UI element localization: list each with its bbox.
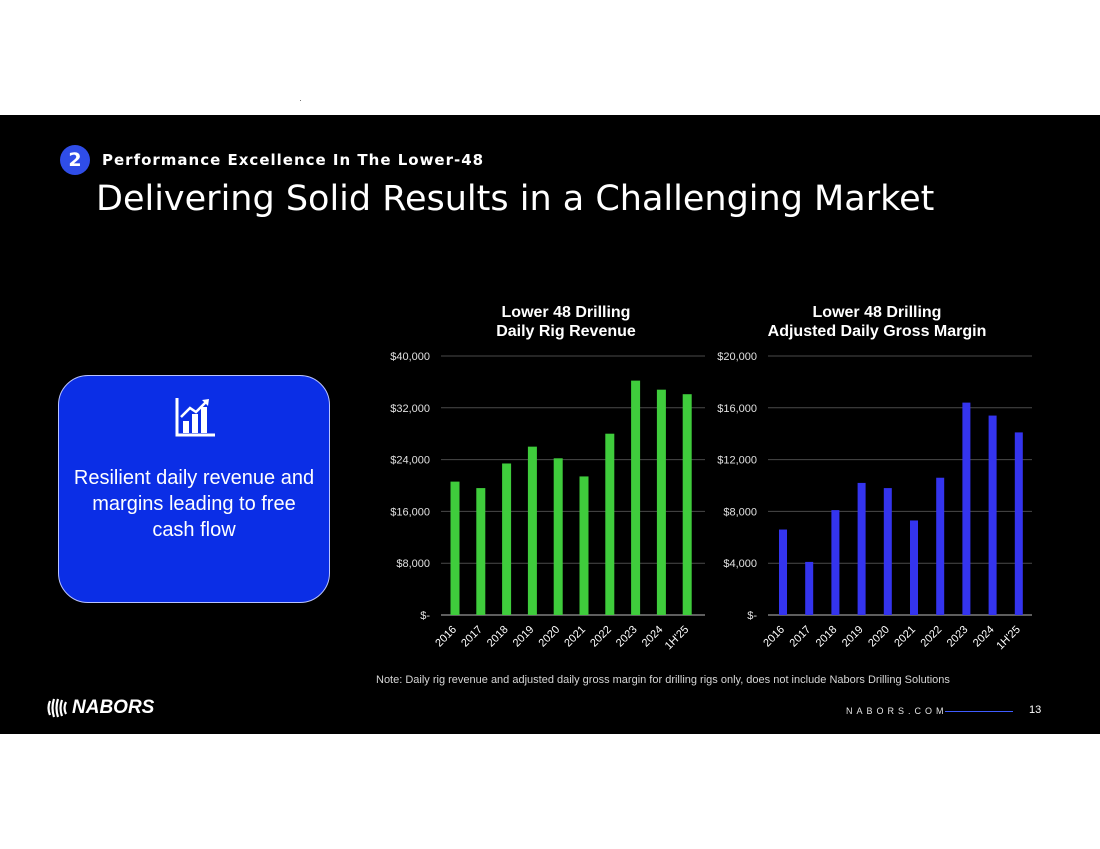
revenue-xtick-label-1: 2017: [459, 624, 485, 650]
margin-xtick-label-9: 1H'25: [994, 624, 1023, 653]
margin-ytick-label-5: $20,000: [717, 351, 757, 363]
revenue-xtick-label-3: 2019: [511, 624, 537, 650]
revenue-ytick-label-0: $-: [420, 610, 430, 622]
callout-text: Resilient daily revenue and margins lead…: [73, 467, 315, 541]
charts-area: Lower 48 Drilling Daily Rig Revenue $- $8,0…: [390, 304, 1032, 653]
revenue-bar-2021: [579, 476, 589, 615]
revenue-bar-2017: [476, 488, 486, 615]
margin-xtick-label-4: 2020: [866, 624, 892, 650]
revenue-bar-2022: [605, 433, 615, 615]
revenue-ytick-label-1: $8,000: [396, 558, 430, 570]
margin-xtick-label-7: 2023: [945, 624, 971, 650]
margin-ytick-label-2: $8,000: [723, 506, 757, 518]
revenue-bar-2018: [502, 463, 512, 615]
margin-xtick-label-6: 2022: [919, 624, 945, 650]
margin-bar-2016: [779, 529, 787, 615]
revenue-bar-2020: [553, 458, 563, 615]
section-number-badge: 2: [60, 145, 90, 175]
revenue-ytick-label-4: $32,000: [390, 403, 430, 415]
margin-bar-2022: [936, 477, 945, 615]
margin-bar-2024: [988, 415, 997, 615]
logo-text: NABORS: [72, 697, 155, 718]
revenue-ytick-label-2: $16,000: [390, 506, 430, 518]
slide: 2 Performance Excellence In The Lower-48…: [0, 115, 1100, 734]
stray-dot: [300, 100, 301, 101]
footnote: Note: Daily rig revenue and adjusted dai…: [376, 674, 950, 686]
margin-chart-title-line-2: Adjusted Daily Gross Margin: [768, 323, 987, 340]
revenue-xtick-label-4: 2020: [537, 624, 563, 650]
margin-ytick-label-3: $12,000: [717, 455, 757, 467]
bar-chart-growth-icon: [175, 398, 215, 437]
nabors-logo-icon: [47, 698, 68, 718]
margin-xtick-label-3: 2019: [840, 624, 866, 650]
revenue-bar-2019: [527, 446, 537, 615]
website-url[interactable]: NABORS.COM: [846, 706, 948, 716]
margin-bar-2017: [805, 561, 814, 615]
margin-xtick-label-0: 2016: [761, 624, 787, 650]
revenue-chart-title-line-2: Daily Rig Revenue: [496, 323, 636, 340]
revenue-bar-2016: [450, 481, 460, 615]
revenue-bar-2024: [656, 389, 666, 615]
margin-bar-2018: [831, 510, 840, 615]
margin-bar-2021: [910, 520, 918, 615]
margin-ytick-label-1: $4,000: [723, 558, 757, 570]
margin-xtick-label-5: 2021: [892, 624, 918, 650]
revenue-ytick-label-3: $24,000: [390, 455, 430, 467]
nabors-logo: NABORS: [46, 697, 154, 719]
revenue-xtick-label-0: 2016: [433, 624, 459, 650]
revenue-chart-title-line-1: Lower 48 Drilling: [502, 304, 631, 321]
margin-ytick-label-4: $16,000: [717, 403, 757, 415]
margin-bar-1H'25: [1014, 432, 1023, 615]
footer-accent-line: [945, 711, 1013, 712]
page-title: Delivering Solid Results in a Challengin…: [96, 179, 935, 219]
margin-xtick-label-1: 2017: [788, 624, 814, 650]
revenue-xtick-label-2: 2018: [485, 624, 511, 650]
revenue-xtick-label-9: 1H'25: [663, 624, 692, 653]
margin-bar-2019: [857, 482, 866, 615]
revenue-xtick-label-8: 2024: [640, 624, 666, 650]
page-number: 13: [1029, 704, 1042, 716]
revenue-bar-2023: [631, 380, 641, 615]
margin-ytick-label-0: $-: [747, 610, 757, 622]
revenue-ytick-label-5: $40,000: [390, 351, 430, 363]
revenue-xtick-label-5: 2021: [562, 624, 588, 650]
revenue-xtick-label-6: 2022: [588, 624, 614, 650]
margin-bar-2023: [962, 402, 971, 615]
revenue-xtick-label-7: 2023: [614, 624, 640, 650]
margin-xtick-label-8: 2024: [971, 624, 997, 650]
callout-box: Resilient daily revenue and margins lead…: [58, 375, 330, 603]
margin-chart-title-line-1: Lower 48 Drilling: [813, 304, 942, 321]
section-label: Performance Excellence In The Lower-48: [102, 151, 485, 169]
revenue-bar-1H'25: [682, 394, 692, 615]
margin-bar-2020: [883, 488, 892, 615]
margin-xtick-label-2: 2018: [814, 624, 840, 650]
